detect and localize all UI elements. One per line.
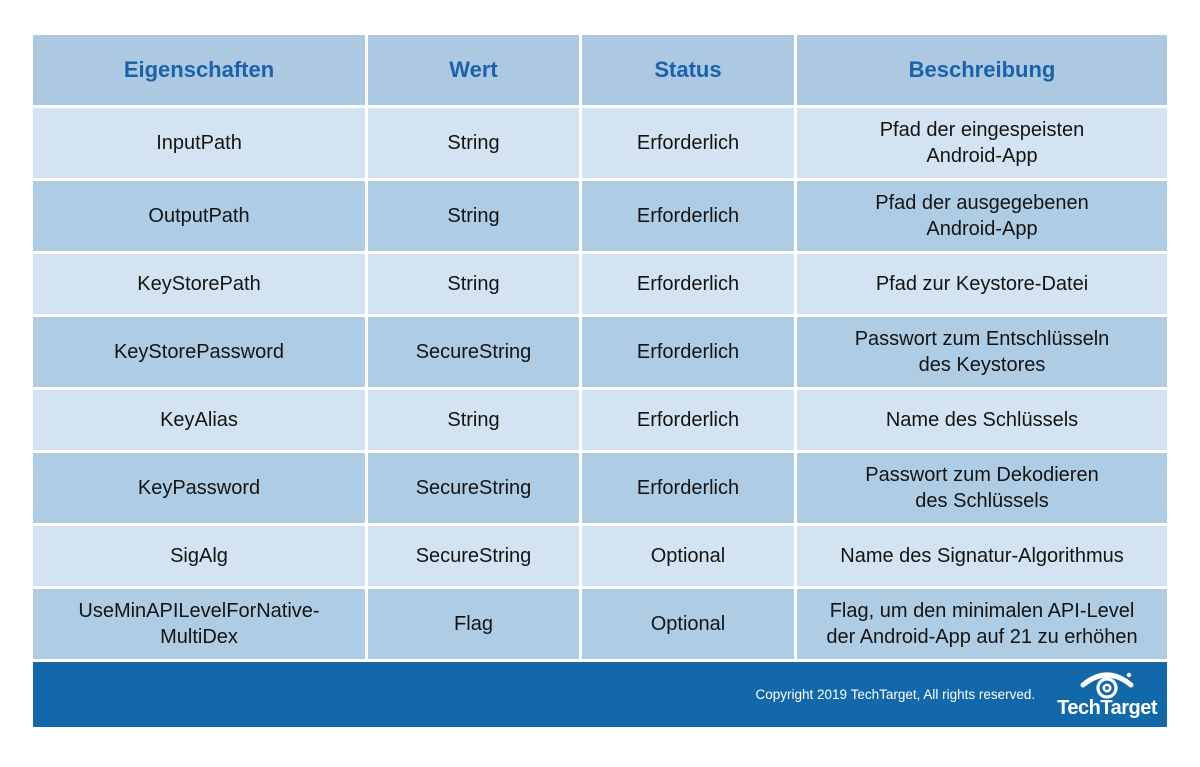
techtarget-logo: TechTarget — [1057, 671, 1157, 718]
copyright-text: Copyright 2019 TechTarget, All rights re… — [755, 687, 1036, 702]
footer-bar: Copyright 2019 TechTarget, All rights re… — [33, 662, 1167, 727]
description-cell: Passwort zum Dekodieren des Schlüssels — [797, 453, 1167, 523]
property-cell: OutputPath — [33, 181, 365, 251]
property-cell: SigAlg — [33, 526, 365, 586]
description-cell: Pfad der ausgegebenen Android-App — [797, 181, 1167, 251]
description-cell: Name des Schlüssels — [797, 390, 1167, 450]
status-cell: Optional — [582, 526, 794, 586]
value-cell: String — [368, 254, 579, 314]
status-cell: Erforderlich — [582, 181, 794, 251]
property-cell: KeyStorePassword — [33, 317, 365, 387]
status-cell: Optional — [582, 589, 794, 659]
column-header-status: Status — [582, 35, 794, 105]
status-cell: Erforderlich — [582, 317, 794, 387]
description-cell: Pfad der eingespeisten Android-App — [797, 108, 1167, 178]
property-cell: KeyAlias — [33, 390, 365, 450]
property-cell: KeyStorePath — [33, 254, 365, 314]
column-header-wert: Wert — [368, 35, 579, 105]
value-cell: String — [368, 108, 579, 178]
description-cell: Flag, um den minimalen API-Level der And… — [797, 589, 1167, 659]
value-cell: Flag — [368, 589, 579, 659]
property-cell: KeyPassword — [33, 453, 365, 523]
description-cell: Name des Signatur-Algorithmus — [797, 526, 1167, 586]
status-cell: Erforderlich — [582, 390, 794, 450]
description-cell: Passwort zum Entschlüsseln des Keystores — [797, 317, 1167, 387]
value-cell: String — [368, 390, 579, 450]
properties-table: Eigenschaften Wert Status Beschreibung I… — [33, 35, 1167, 727]
property-cell: InputPath — [33, 108, 365, 178]
status-cell: Erforderlich — [582, 254, 794, 314]
value-cell: SecureString — [368, 526, 579, 586]
value-cell: SecureString — [368, 317, 579, 387]
column-header-eigenschaften: Eigenschaften — [33, 35, 365, 105]
value-cell: SecureString — [368, 453, 579, 523]
property-cell: UseMinAPILevelForNative- MultiDex — [33, 589, 365, 659]
status-cell: Erforderlich — [582, 108, 794, 178]
techtarget-wordmark: TechTarget — [1057, 697, 1157, 719]
techtarget-eye-icon — [1080, 672, 1134, 699]
value-cell: String — [368, 181, 579, 251]
description-cell: Pfad zur Keystore-Datei — [797, 254, 1167, 314]
status-cell: Erforderlich — [582, 453, 794, 523]
column-header-beschreibung: Beschreibung — [797, 35, 1167, 105]
